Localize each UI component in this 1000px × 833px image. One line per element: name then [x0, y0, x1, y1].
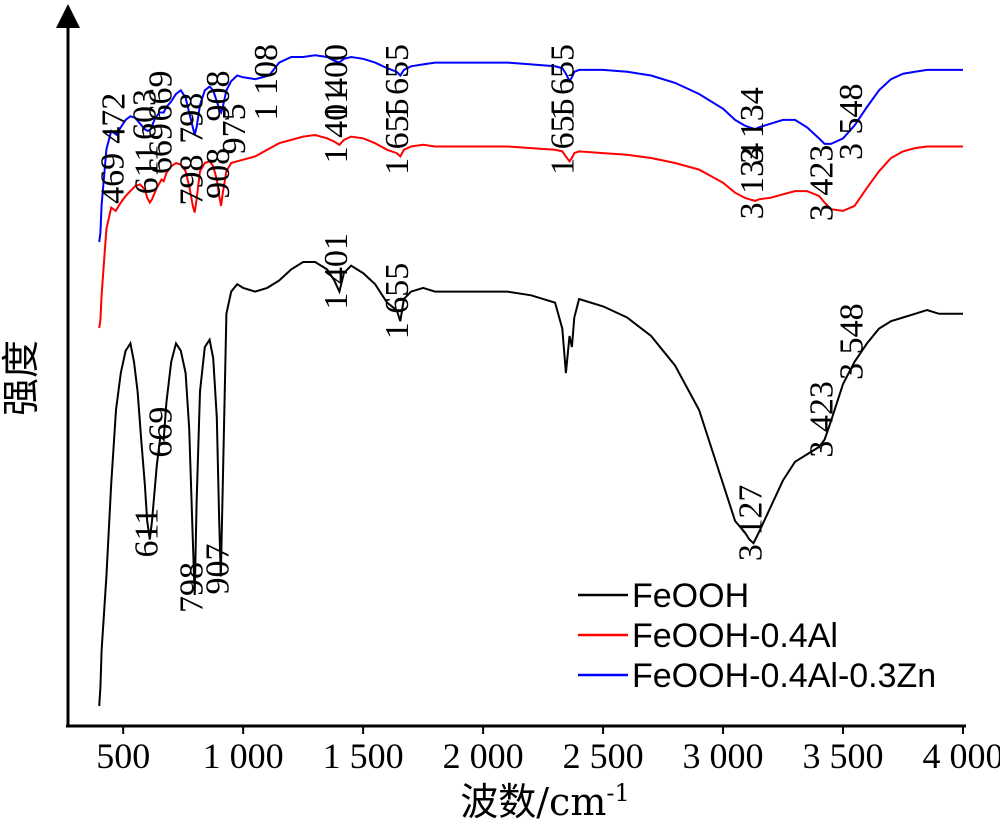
- x-tick-label: 500: [96, 736, 150, 776]
- legend-label: FeOOH-0.4Al: [632, 617, 838, 655]
- x-axis-title-superscript: -1: [606, 779, 629, 807]
- peak-label: 1 655: [379, 263, 416, 340]
- peak-label: 975: [216, 103, 253, 154]
- peak-label: 1 655: [545, 98, 582, 174]
- peak-label: 1 655: [379, 98, 416, 174]
- peak-label: 3 134: [734, 143, 771, 220]
- peak-label: 472: [95, 93, 132, 144]
- peak-label: 3 423: [803, 145, 840, 222]
- legend-label: FeOOH: [632, 577, 749, 615]
- series-line-feooh: [98, 261, 963, 707]
- peak-label: 611: [129, 508, 166, 558]
- peak-label: 798: [173, 562, 210, 613]
- series-line-feooh-0-4al-0-3zn: [98, 54, 963, 243]
- peak-label: 669: [142, 70, 179, 121]
- x-tick-label: 3 000: [683, 736, 764, 776]
- peak-label: 1 108: [248, 44, 285, 121]
- x-axis-ticks: 500 1 000 1 500 2 000 2 500 3 000 3 500 4 000: [96, 726, 1000, 776]
- peak-label: 469: [94, 153, 131, 204]
- peak-label: 669: [142, 123, 179, 174]
- peak-label: 611: [129, 145, 166, 195]
- peak-label: 908: [200, 148, 237, 199]
- x-tick-label: 2 500: [563, 736, 644, 776]
- x-axis-title-main: 波数/cm: [460, 780, 606, 824]
- peak-label: 1 655: [545, 44, 582, 121]
- plot-area: [98, 54, 963, 707]
- peak-label: 3 134: [734, 87, 771, 164]
- peak-label: 798: [173, 155, 210, 206]
- peak-label: 603: [127, 89, 164, 140]
- peak-label: 3 127: [732, 485, 769, 562]
- x-tick-label: 1 500: [323, 736, 404, 776]
- peak-label: 1 400: [318, 44, 355, 121]
- x-tick-label: 1 000: [203, 736, 284, 776]
- peak-label: 1 655: [379, 44, 416, 121]
- peak-label: 907: [200, 543, 237, 594]
- x-tick-label: 3 500: [803, 736, 884, 776]
- x-tick-label: 4 000: [923, 736, 1000, 776]
- peak-label: 1 401: [318, 233, 355, 310]
- x-axis-title: 波数/cm-1: [460, 779, 630, 824]
- peak-label: 1 401: [318, 87, 355, 164]
- peak-label: 908: [200, 71, 237, 122]
- x-tick-label: 2 000: [443, 736, 524, 776]
- y-axis-title: 强度: [0, 340, 43, 416]
- legend-label: FeOOH-0.4Al-0.3Zn: [632, 657, 936, 695]
- series-line-feooh-0-4al: [98, 133, 963, 329]
- peak-label: 669: [142, 407, 179, 458]
- peak-label: 3 548: [833, 83, 870, 160]
- peak-label: 798: [173, 93, 210, 144]
- peak-label: 3 548: [833, 303, 870, 380]
- peak-label: 3 423: [803, 381, 840, 458]
